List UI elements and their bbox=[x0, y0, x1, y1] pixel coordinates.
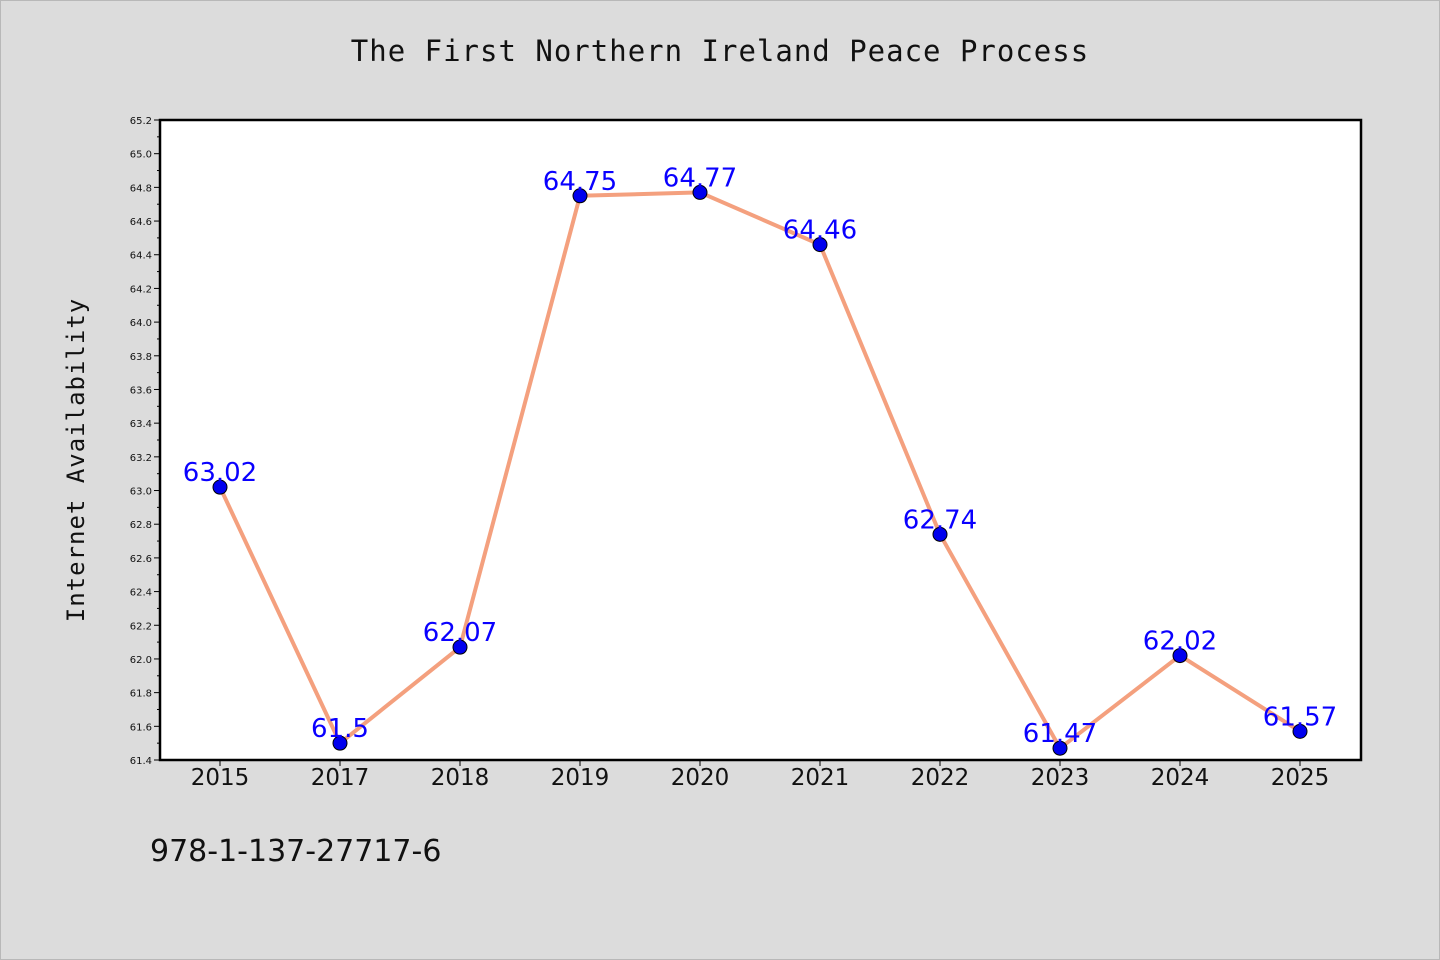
y-tick-label: 63.8 bbox=[130, 352, 152, 363]
data-point bbox=[212, 479, 228, 495]
x-tick-label: 2015 bbox=[191, 765, 250, 791]
x-tick-label: 2019 bbox=[551, 765, 610, 791]
data-label: 63.02 bbox=[183, 458, 257, 488]
y-tick-label: 62.2 bbox=[130, 621, 152, 632]
y-tick-label: 65.2 bbox=[130, 116, 152, 127]
y-tick-label: 64.4 bbox=[130, 251, 152, 262]
data-label: 64.77 bbox=[663, 163, 737, 193]
x-axis: 2015 2017 2018 2019 2020 2021 2022 2023 2024 2025 bbox=[191, 760, 1330, 791]
y-tick-label: 64.2 bbox=[130, 284, 152, 295]
data-point bbox=[1292, 723, 1308, 739]
y-tick-label: 64.8 bbox=[130, 183, 152, 194]
data-label: 62.02 bbox=[1143, 627, 1217, 657]
y-tick-label: 63.4 bbox=[130, 419, 152, 430]
data-point bbox=[1172, 648, 1188, 664]
data-point bbox=[332, 735, 348, 751]
y-tick-label: 63.6 bbox=[130, 385, 152, 396]
data-label: 64.75 bbox=[543, 167, 617, 197]
x-tick-label: 2020 bbox=[671, 765, 730, 791]
data-point bbox=[692, 184, 708, 200]
series-layer: 63.02 61.5 62.07 64.75 64.77 64.46 62.74 61.47 6… bbox=[183, 163, 1337, 756]
y-tick-label: 62.0 bbox=[130, 655, 152, 666]
data-point bbox=[812, 237, 828, 253]
x-tick-label: 2017 bbox=[311, 765, 370, 791]
data-label: 61.47 bbox=[1023, 719, 1097, 749]
y-tick-label: 64.0 bbox=[130, 318, 152, 329]
x-tick-label: 2022 bbox=[911, 765, 970, 791]
data-point bbox=[452, 639, 468, 655]
data-label: 61.5 bbox=[311, 714, 369, 744]
data-point bbox=[572, 188, 588, 204]
y-tick-label: 63.0 bbox=[130, 487, 152, 498]
y-tick-label: 62.8 bbox=[130, 520, 152, 531]
y-tick-label: 61.8 bbox=[130, 689, 152, 700]
y-axis: 61.4 61.6 61.8 62.0 62.2 62.4 62.6 62.8 63.0 63.2… bbox=[130, 116, 160, 767]
data-label: 62.07 bbox=[423, 618, 497, 648]
y-tick-label: 65.0 bbox=[130, 150, 152, 161]
x-tick-label: 2023 bbox=[1031, 765, 1090, 791]
x-tick-label: 2021 bbox=[791, 765, 850, 791]
y-tick-label: 63.2 bbox=[130, 453, 152, 464]
data-label: 64.46 bbox=[783, 216, 857, 246]
data-point bbox=[1052, 740, 1068, 756]
x-tick-label: 2018 bbox=[431, 765, 490, 791]
y-tick-label: 61.6 bbox=[130, 722, 152, 733]
data-label: 61.57 bbox=[1263, 702, 1337, 732]
y-tick-label: 61.4 bbox=[130, 756, 152, 767]
x-tick-label: 2025 bbox=[1271, 765, 1330, 791]
y-tick-label: 62.6 bbox=[130, 554, 152, 565]
data-point bbox=[932, 526, 948, 542]
y-tick-label: 64.6 bbox=[130, 217, 152, 228]
footer-code: 978-1-137-27717-6 bbox=[150, 834, 442, 869]
chart-title: The First Northern Ireland Peace Process bbox=[350, 34, 1090, 68]
y-tick-label: 62.4 bbox=[130, 588, 152, 599]
plot-area bbox=[158, 118, 1363, 762]
x-tick-label: 2024 bbox=[1151, 765, 1210, 791]
series-line bbox=[218, 190, 1302, 751]
y-axis-label: Internet Availability bbox=[62, 298, 90, 622]
data-label: 62.74 bbox=[903, 505, 977, 535]
